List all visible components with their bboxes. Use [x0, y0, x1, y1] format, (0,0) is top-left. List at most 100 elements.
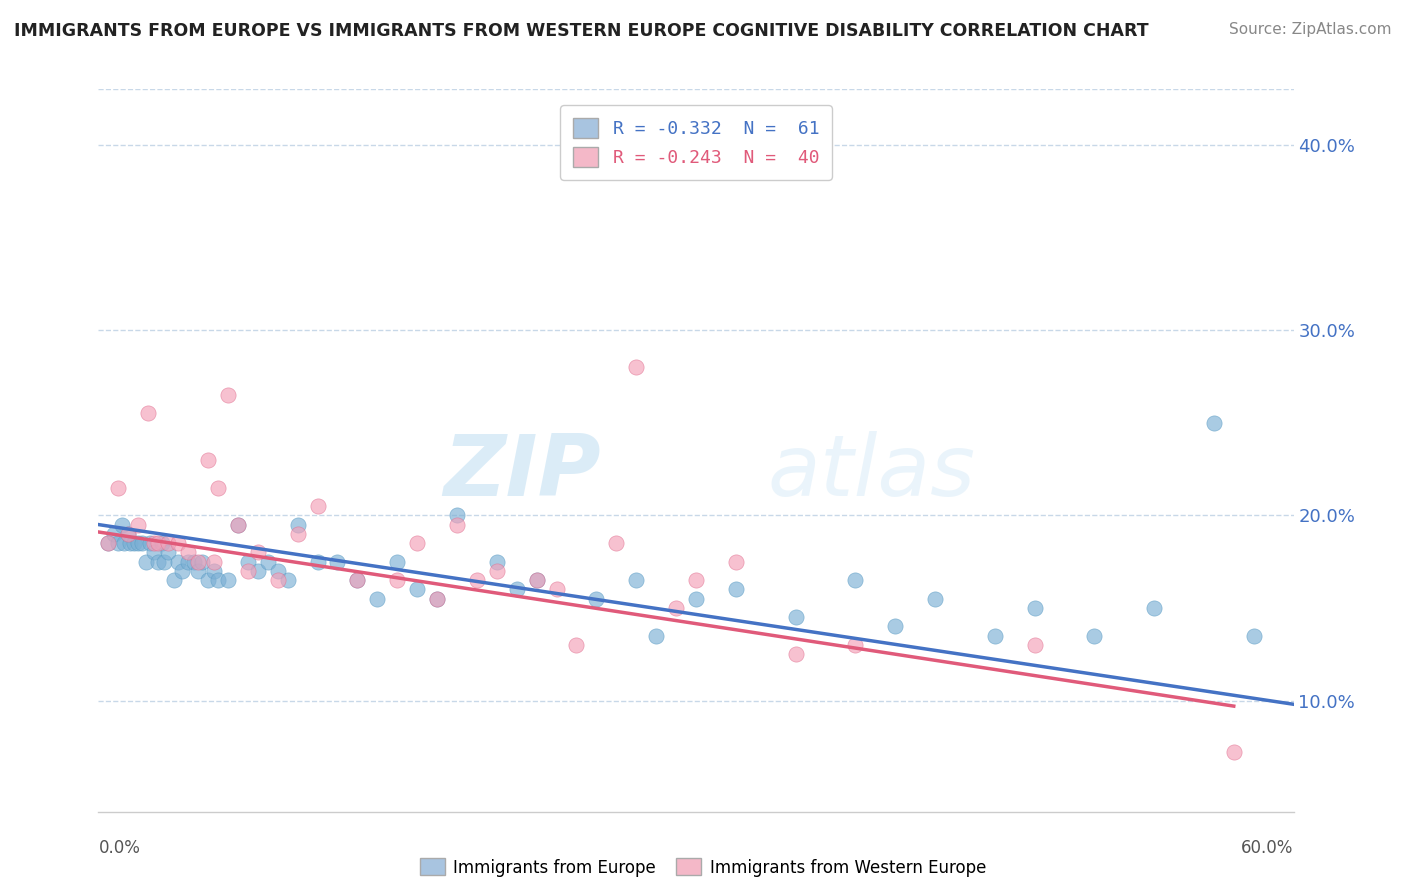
Point [127, 536, 149, 550]
Point [287, 526, 309, 541]
Point [153, 555, 176, 569]
Point [187, 564, 209, 578]
Point [844, 638, 866, 652]
Point [884, 619, 907, 633]
Point [346, 573, 368, 587]
Point [626, 573, 648, 587]
Point [246, 564, 269, 578]
Point [277, 573, 299, 587]
Point [150, 536, 173, 550]
Point [197, 573, 219, 587]
Point [226, 517, 249, 532]
Point [307, 499, 329, 513]
Point [197, 452, 219, 467]
Point [267, 573, 290, 587]
Point [117, 526, 139, 541]
Point [406, 582, 429, 597]
Point [97, 536, 120, 550]
Point [157, 536, 180, 550]
Point [135, 555, 157, 569]
Point [157, 545, 180, 559]
Point [167, 555, 190, 569]
Point [177, 545, 200, 559]
Point [136, 406, 159, 420]
Point [406, 536, 429, 550]
Point [202, 555, 225, 569]
Point [148, 536, 170, 550]
Point [665, 601, 688, 615]
Text: 60.0%: 60.0% [1241, 839, 1294, 857]
Point [506, 582, 529, 597]
Point [191, 555, 214, 569]
Point [226, 517, 249, 532]
Point [385, 573, 409, 587]
Point [202, 564, 225, 578]
Point [207, 573, 229, 587]
Point [217, 573, 239, 587]
Point [167, 536, 190, 550]
Text: Source: ZipAtlas.com: Source: ZipAtlas.com [1229, 22, 1392, 37]
Point [172, 564, 194, 578]
Point [485, 555, 508, 569]
Point [217, 388, 239, 402]
Legend: Immigrants from Europe, Immigrants from Western Europe: Immigrants from Europe, Immigrants from … [413, 852, 993, 883]
Text: IMMIGRANTS FROM EUROPE VS IMMIGRANTS FROM WESTERN EUROPE COGNITIVE DISABILITY CO: IMMIGRANTS FROM EUROPE VS IMMIGRANTS FRO… [14, 22, 1149, 40]
Point [346, 573, 368, 587]
Point [187, 555, 209, 569]
Point [645, 629, 668, 643]
Point [426, 591, 449, 606]
Point [163, 573, 186, 587]
Point [127, 517, 149, 532]
Point [565, 638, 588, 652]
Point [585, 591, 607, 606]
Point [426, 591, 449, 606]
Point [1143, 601, 1166, 615]
Point [724, 582, 747, 597]
Point [287, 517, 309, 532]
Point [124, 536, 146, 550]
Point [526, 573, 548, 587]
Point [107, 536, 129, 550]
Point [1024, 601, 1046, 615]
Point [844, 573, 866, 587]
Point [236, 555, 259, 569]
Point [1083, 629, 1105, 643]
Point [1243, 629, 1265, 643]
Point [446, 517, 468, 532]
Point [236, 564, 259, 578]
Point [139, 536, 162, 550]
Point [366, 591, 388, 606]
Point [117, 526, 139, 541]
Point [1024, 638, 1046, 652]
Point [256, 555, 278, 569]
Point [143, 545, 166, 559]
Point [685, 591, 707, 606]
Point [148, 555, 170, 569]
Point [326, 555, 349, 569]
Point [385, 555, 409, 569]
Point [526, 573, 548, 587]
Point [446, 508, 468, 523]
Point [131, 536, 153, 550]
Point [724, 555, 747, 569]
Point [246, 545, 269, 559]
Point [785, 647, 807, 661]
Point [605, 536, 627, 550]
Point [626, 360, 648, 375]
Text: ZIP: ZIP [443, 431, 600, 514]
Point [984, 629, 1007, 643]
Text: atlas: atlas [768, 431, 976, 514]
Point [785, 610, 807, 624]
Point [485, 564, 508, 578]
Point [111, 517, 134, 532]
Point [1223, 746, 1246, 760]
Point [97, 536, 120, 550]
Point [546, 582, 568, 597]
Point [924, 591, 946, 606]
Point [267, 564, 290, 578]
Point [107, 481, 129, 495]
Point [685, 573, 707, 587]
Point [207, 481, 229, 495]
Text: 0.0%: 0.0% [98, 839, 141, 857]
Point [103, 526, 125, 541]
